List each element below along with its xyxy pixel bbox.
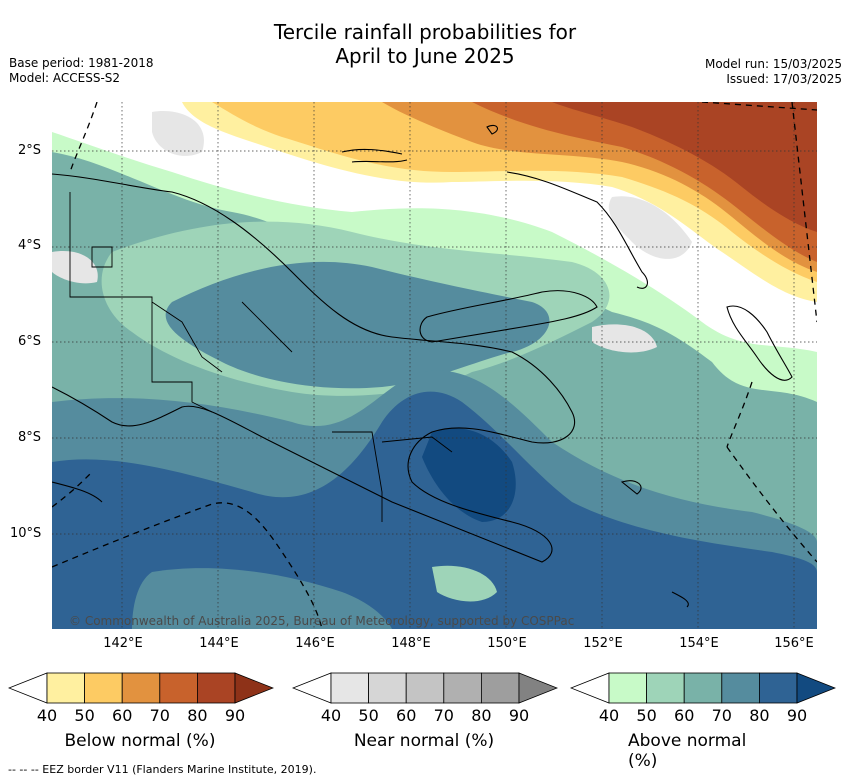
colorbar-tick: 60 [112, 706, 133, 725]
field-above-70-sw [132, 568, 392, 629]
colorbar-segment [758, 672, 798, 704]
colorbar-segment [159, 672, 198, 704]
issued-date: Issued: 17/03/2025 [726, 72, 842, 86]
colorbar-segment [608, 672, 647, 704]
colorbar-tick: 90 [508, 706, 530, 725]
lon-label-142e: 142°E [103, 636, 143, 651]
colorbar-tick: 50 [358, 706, 379, 725]
colorbar-segment-over [234, 672, 274, 704]
coastlines [52, 124, 793, 608]
colorbar-segment [121, 672, 161, 704]
copyright-notice: © Commonwealth of Australia 2025, Bureau… [69, 614, 575, 628]
colorbar-segment [721, 672, 760, 704]
colorbar-segment [84, 672, 123, 704]
lon-label-146e: 146°E [295, 636, 335, 651]
colorbar-tick: 70 [149, 706, 170, 725]
colorbar-tick: 60 [674, 706, 695, 725]
colorbar-tick: 50 [74, 706, 95, 725]
base-period: Base period: 1981-2018 [9, 56, 154, 70]
colorbar-tick: 80 [749, 706, 770, 725]
map-panel [52, 102, 817, 629]
eez-borders [52, 102, 817, 629]
lat-label-6s: 6°S [18, 334, 42, 349]
lon-label-156e: 156°E [774, 636, 814, 651]
colorbar-segment [196, 672, 236, 704]
colorbar-tick: 40 [36, 706, 58, 725]
colorbar-title: Below normal (%) [64, 731, 216, 751]
field-above-90 [422, 428, 516, 522]
colorbar-segment [683, 672, 723, 704]
colorbar-tick: 80 [187, 706, 208, 725]
eez-footnote: -- -- -- EEZ border V11 (Flanders Marine… [8, 763, 317, 776]
colorbar-tick: 80 [471, 706, 492, 725]
colorbar-segment [330, 672, 369, 704]
colorbar-tick: 90 [224, 706, 246, 725]
colorbar-segment [368, 672, 407, 704]
colorbar-above [570, 672, 836, 704]
field-above-50-patch [432, 565, 497, 602]
near-normal-patch-2 [152, 111, 204, 156]
near-normal-patch-1 [608, 196, 692, 259]
colorbar-segment-under [570, 672, 610, 704]
colorbar-below [8, 672, 274, 704]
lat-label-4s: 4°S [18, 238, 42, 253]
colorbar-segment [480, 672, 520, 704]
colorbar-near [292, 672, 558, 704]
colorbar-segment-under [8, 672, 48, 704]
colorbar-tick: 70 [433, 706, 454, 725]
colorbar-segment-over [518, 672, 558, 704]
lon-label-150e: 150°E [487, 636, 527, 651]
colorbar-segment [443, 672, 482, 704]
model-name: Model: ACCESS-S2 [9, 71, 121, 85]
colorbar-title: Above normal (%) [628, 731, 747, 771]
colorbar-tick: 50 [636, 706, 657, 725]
title-line-2: April to June 2025 [335, 44, 515, 68]
lon-label-152e: 152°E [583, 636, 623, 651]
colorbar-segment [405, 672, 445, 704]
field-above-80 [52, 391, 817, 629]
colorbar-segment [46, 672, 85, 704]
lon-label-144e: 144°E [199, 636, 239, 651]
graticule [52, 102, 817, 629]
borders [69, 192, 453, 522]
field-below-80 [552, 102, 817, 232]
colorbar-segment [646, 672, 685, 704]
lat-label-8s: 8°S [18, 430, 42, 445]
lon-label-148e: 148°E [391, 636, 431, 651]
colorbar-segment-over [796, 672, 836, 704]
colorbar-tick: 40 [320, 706, 342, 725]
lat-label-10s: 10°S [10, 526, 42, 541]
colorbar-tick: 70 [711, 706, 732, 725]
run-info: Model run: 15/03/2025 Issued: 17/03/2025 [705, 57, 842, 87]
colorbar-tick: 90 [786, 706, 808, 725]
colorbar-tick: 60 [396, 706, 417, 725]
lat-label-2s: 2°S [18, 143, 42, 158]
map-title: Tercile rainfall probabilities for April… [0, 20, 850, 68]
near-normal-patch-4 [592, 324, 657, 353]
lon-label-154e: 154°E [679, 636, 719, 651]
model-info: Base period: 1981-2018 Model: ACCESS-S2 [9, 56, 154, 86]
model-run: Model run: 15/03/2025 [704, 57, 842, 71]
title-line-1: Tercile rainfall probabilities for [273, 20, 577, 44]
colorbar-tick: 40 [598, 706, 620, 725]
field-above-70 [165, 261, 550, 389]
colorbar-segment-under [292, 672, 332, 704]
near-normal-patch-3 [52, 251, 98, 284]
colorbar-title: Near normal (%) [353, 731, 495, 751]
probability-map [52, 102, 817, 629]
